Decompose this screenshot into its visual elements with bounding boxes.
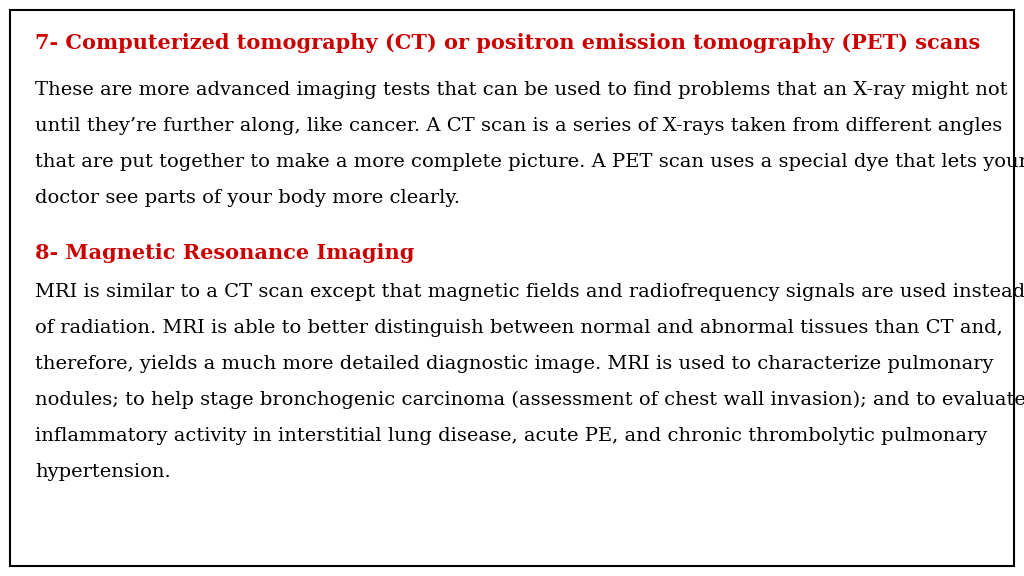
Text: hypertension.: hypertension. [35,463,171,481]
Text: until they’re further along, like cancer. A CT scan is a series of X-rays taken : until they’re further along, like cancer… [35,117,1002,135]
Text: that are put together to make a more complete picture. A PET scan uses a special: that are put together to make a more com… [35,153,1024,171]
Text: inflammatory activity in interstitial lung disease, acute PE, and chronic thromb: inflammatory activity in interstitial lu… [35,427,987,445]
Text: 8- Magnetic Resonance Imaging: 8- Magnetic Resonance Imaging [35,243,415,263]
Text: nodules; to help stage bronchogenic carcinoma (assessment of chest wall invasion: nodules; to help stage bronchogenic carc… [35,391,1024,410]
Text: These are more advanced imaging tests that can be used to find problems that an : These are more advanced imaging tests th… [35,81,1008,99]
Text: of radiation. MRI is able to better distinguish between normal and abnormal tiss: of radiation. MRI is able to better dist… [35,319,1002,337]
FancyBboxPatch shape [10,10,1014,566]
Text: MRI is similar to a CT scan except that magnetic fields and radiofrequency signa: MRI is similar to a CT scan except that … [35,283,1024,301]
Text: doctor see parts of your body more clearly.: doctor see parts of your body more clear… [35,189,460,207]
Text: therefore, yields a much more detailed diagnostic image. MRI is used to characte: therefore, yields a much more detailed d… [35,355,993,373]
Text: 7- Computerized tomography (CT) or positron emission tomography (PET) scans: 7- Computerized tomography (CT) or posit… [35,33,980,53]
